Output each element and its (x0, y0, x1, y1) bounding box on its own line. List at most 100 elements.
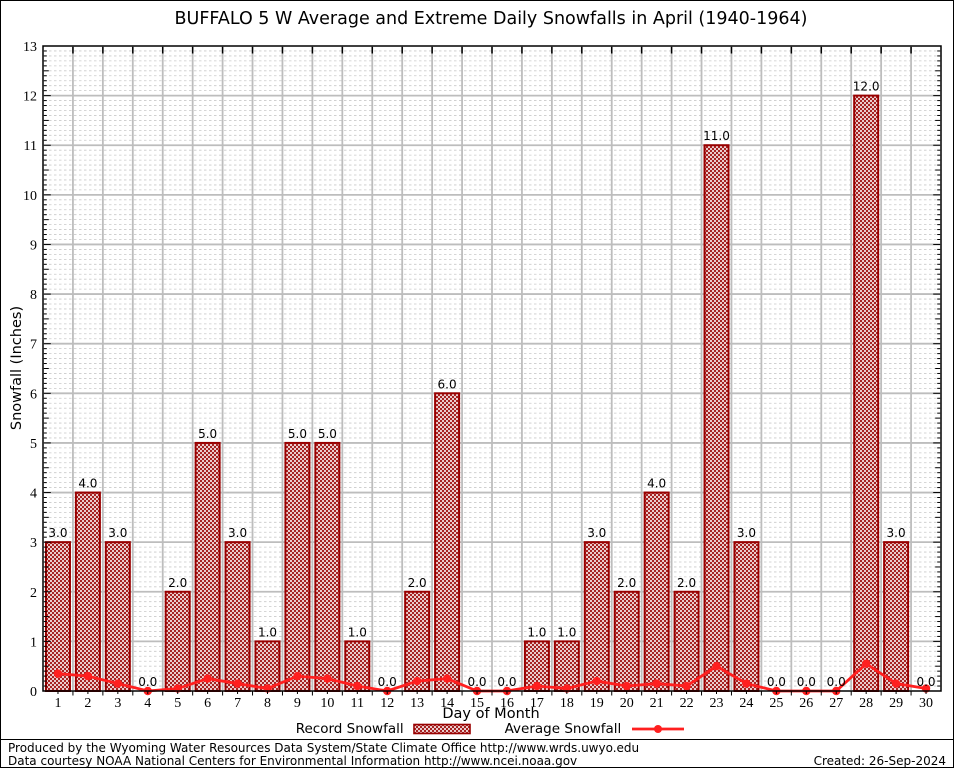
bar-value-label: 3.0 (228, 526, 247, 540)
average-snowfall-swatch-icon (632, 725, 685, 733)
average-marker (113, 679, 123, 688)
bar-value-label: 2.0 (617, 576, 636, 590)
bar-day-3 (104, 541, 131, 693)
x-tick-label: 2 (84, 696, 91, 711)
bar-value-label: 0.0 (767, 675, 786, 689)
plot-svg: 3.0 1 4.0 2 3.0 3 0.0 4 2.0 5 5.0 6 3.0 7 1.0 8 5.0 9 5.0 1… (23, 40, 942, 711)
bar-day-14 (434, 392, 461, 692)
bar-value-label: 3.0 (48, 526, 67, 540)
bar-day-22 (673, 590, 700, 692)
legend-average-label: Average Snowfall (504, 721, 622, 737)
bar-value-label: 5.0 (288, 427, 307, 441)
average-marker (203, 674, 212, 683)
average-marker (652, 679, 661, 688)
y-tick-label: 1 (30, 635, 37, 650)
x-tick-label: 16 (500, 696, 514, 711)
average-marker (293, 671, 302, 681)
x-tick-label: 21 (650, 696, 664, 711)
bar-value-label: 0.0 (467, 675, 486, 689)
bar-day-7 (224, 541, 251, 693)
x-tick-label: 17 (530, 696, 544, 711)
x-tick-label: 8 (264, 696, 271, 711)
bar-value-label: 4.0 (78, 477, 97, 491)
y-tick-label: 0 (30, 685, 37, 700)
y-tick-label: 11 (24, 139, 37, 154)
footer: Produced by the Wyoming Water Resources … (1, 739, 953, 767)
bar-value-label: 3.0 (887, 526, 906, 540)
x-tick-label: 11 (351, 696, 364, 711)
bar-day-28 (853, 94, 880, 693)
bar-value-label: 0.0 (378, 675, 397, 689)
bar-day-6 (194, 441, 221, 692)
legend: Record Snowfall Average Snowfall (42, 721, 940, 737)
average-marker (233, 679, 242, 688)
x-tick-label: 30 (919, 696, 933, 711)
bar-day-2 (74, 491, 101, 692)
chart-area: BUFFALO 5 W Average and Extreme Daily Sn… (1, 1, 953, 739)
average-marker (861, 659, 871, 668)
bar-day-9 (284, 441, 311, 692)
average-marker (742, 679, 751, 688)
average-marker (353, 681, 362, 691)
labels: 3.0 1 4.0 2 3.0 3 0.0 4 2.0 5 5.0 6 3.0 7 1.0 8 5.0 9 5.0 1… (23, 40, 936, 711)
x-tick-label: 5 (174, 696, 181, 711)
average-marker (83, 671, 93, 681)
bar-value-label: 3.0 (587, 526, 606, 540)
bar-day-23 (703, 144, 730, 692)
average-marker (532, 681, 542, 691)
x-tick-label: 1 (54, 696, 61, 711)
chart-title: BUFFALO 5 W Average and Extreme Daily Sn… (174, 9, 808, 29)
bar-day-1 (44, 541, 71, 693)
axes (42, 45, 942, 696)
x-tick-label: 28 (859, 696, 873, 711)
gridlines (44, 47, 940, 690)
bar-day-5 (164, 590, 191, 692)
bar-value-label: 11.0 (703, 129, 730, 143)
x-tick-label: 20 (620, 696, 634, 711)
bar-value-label: 1.0 (258, 625, 277, 639)
bar-value-label: 3.0 (737, 526, 756, 540)
x-tick-label: 22 (680, 696, 694, 711)
x-tick-label: 7 (234, 696, 241, 711)
x-tick-label: 26 (799, 696, 813, 711)
bar-day-20 (613, 590, 640, 692)
bar-value-label: 2.0 (677, 576, 696, 590)
x-tick-label: 13 (410, 696, 424, 711)
bar-value-label: 2.0 (168, 576, 187, 590)
average-marker (592, 676, 601, 686)
average-marker (442, 674, 452, 683)
x-tick-label: 27 (829, 696, 843, 711)
y-tick-label: 6 (30, 387, 37, 402)
x-tick-label: 6 (204, 696, 211, 711)
y-tick-label: 3 (30, 536, 37, 551)
x-tick-label: 25 (769, 696, 783, 711)
x-tick-label: 9 (294, 696, 301, 711)
bar-value-label: 6.0 (438, 377, 457, 391)
y-tick-label: 13 (23, 40, 37, 55)
y-tick-label: 8 (30, 288, 37, 303)
average-marker (891, 679, 901, 688)
bar-value-label: 1.0 (527, 625, 546, 639)
x-tick-label: 12 (380, 696, 394, 711)
bar-value-label: 0.0 (138, 675, 157, 689)
x-tick-label: 18 (560, 696, 574, 711)
x-tick-label: 15 (470, 696, 484, 711)
bar-value-label: 0.0 (497, 675, 516, 689)
bar-day-29 (883, 541, 910, 693)
bar-value-label: 2.0 (408, 576, 427, 590)
bar-day-21 (643, 491, 670, 692)
bar-day-13 (404, 590, 431, 692)
x-tick-label: 4 (144, 696, 151, 711)
average-marker (53, 669, 63, 678)
bar-value-label: 12.0 (853, 80, 880, 94)
y-tick-label: 5 (30, 437, 37, 452)
y-tick-label: 10 (23, 189, 37, 204)
y-tick-label: 9 (30, 238, 37, 253)
x-tick-label: 24 (739, 696, 753, 711)
x-tick-label: 19 (590, 696, 604, 711)
y-tick-label: 7 (30, 338, 37, 353)
x-tick-label: 10 (320, 696, 334, 711)
average-marker (412, 676, 422, 686)
y-tick-label: 4 (30, 487, 37, 502)
